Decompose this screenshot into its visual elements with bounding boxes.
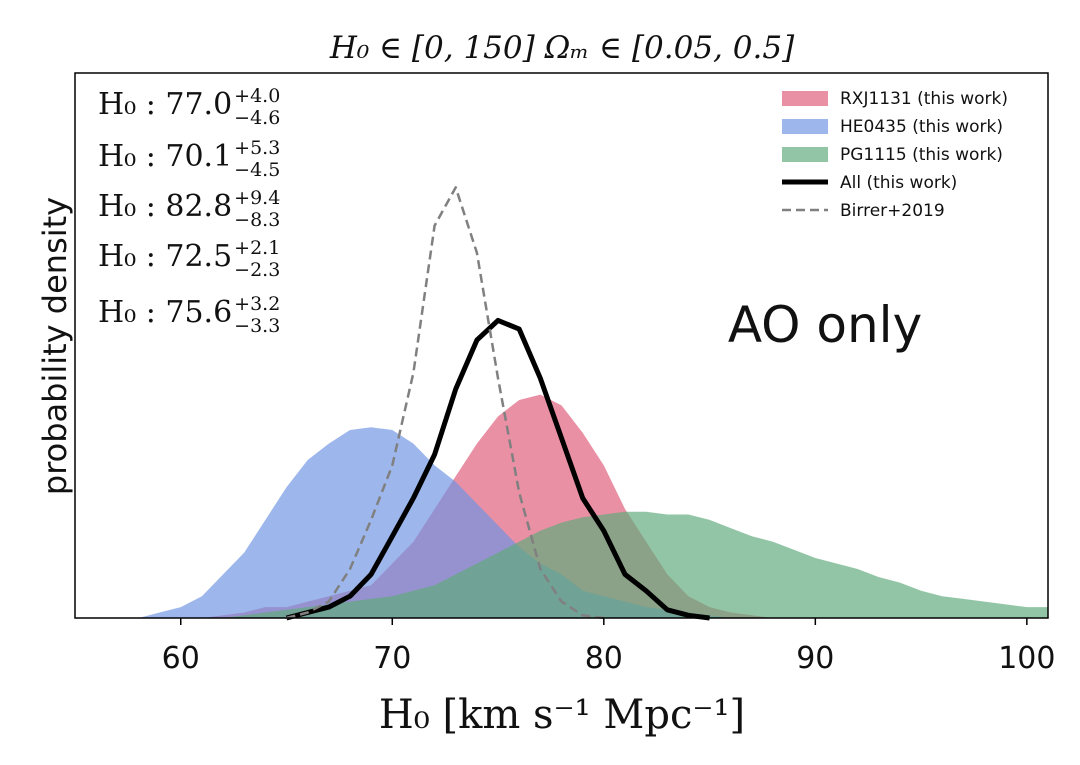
x-tick-label: 90: [796, 641, 834, 676]
legend-label: HE0435 (this work): [840, 117, 1003, 137]
legend-label: Birrer+2019: [840, 201, 945, 221]
density-area: [223, 511, 1049, 618]
note: AO only: [728, 296, 922, 354]
annotation: H₀ : 72.5: [98, 239, 232, 274]
annotation: H₀ : 70.1: [98, 139, 232, 174]
chart-title: H₀ ∈ [0, 150] Ωₘ ∈ [0.05, 0.5]: [329, 30, 795, 66]
annotation-lower: −3.3: [234, 315, 280, 337]
annotation-upper: +3.2: [234, 293, 280, 315]
x-axis-label: H₀ [km s⁻¹ Mpc⁻¹]: [379, 692, 745, 738]
x-tick-label: 100: [998, 641, 1055, 676]
annotation-upper: +9.4: [234, 187, 280, 209]
annotation-lower: −8.3: [234, 209, 280, 231]
legend-label: PG1115 (this work): [840, 145, 1003, 165]
x-tick-label: 80: [585, 641, 623, 676]
annotation-upper: +2.1: [234, 237, 280, 259]
annotation-lower: −2.3: [234, 259, 280, 281]
y-axis-label: probability density: [36, 197, 74, 495]
annotation: H₀ : 75.6: [98, 295, 232, 330]
density-line: [285, 317, 710, 621]
x-tick-label: 70: [373, 641, 411, 676]
legend-label: RXJ1131 (this work): [840, 89, 1008, 109]
annotation-lower: −4.6: [234, 107, 280, 129]
annotation-upper: +5.3: [234, 137, 280, 159]
legend-swatch: [782, 147, 828, 162]
annotation-upper: +4.0: [234, 85, 280, 107]
annotation: H₀ : 82.8: [98, 189, 232, 224]
legend-label: All (this work): [840, 173, 957, 193]
annotation-lower: −4.5: [234, 159, 280, 181]
density-area: [138, 427, 731, 618]
plot-frame: [74, 72, 1049, 619]
legend-swatch: [782, 119, 828, 134]
annotation: H₀ : 77.0: [98, 87, 232, 122]
legend-swatch: [782, 91, 828, 106]
x-tick-label: 60: [162, 641, 200, 676]
